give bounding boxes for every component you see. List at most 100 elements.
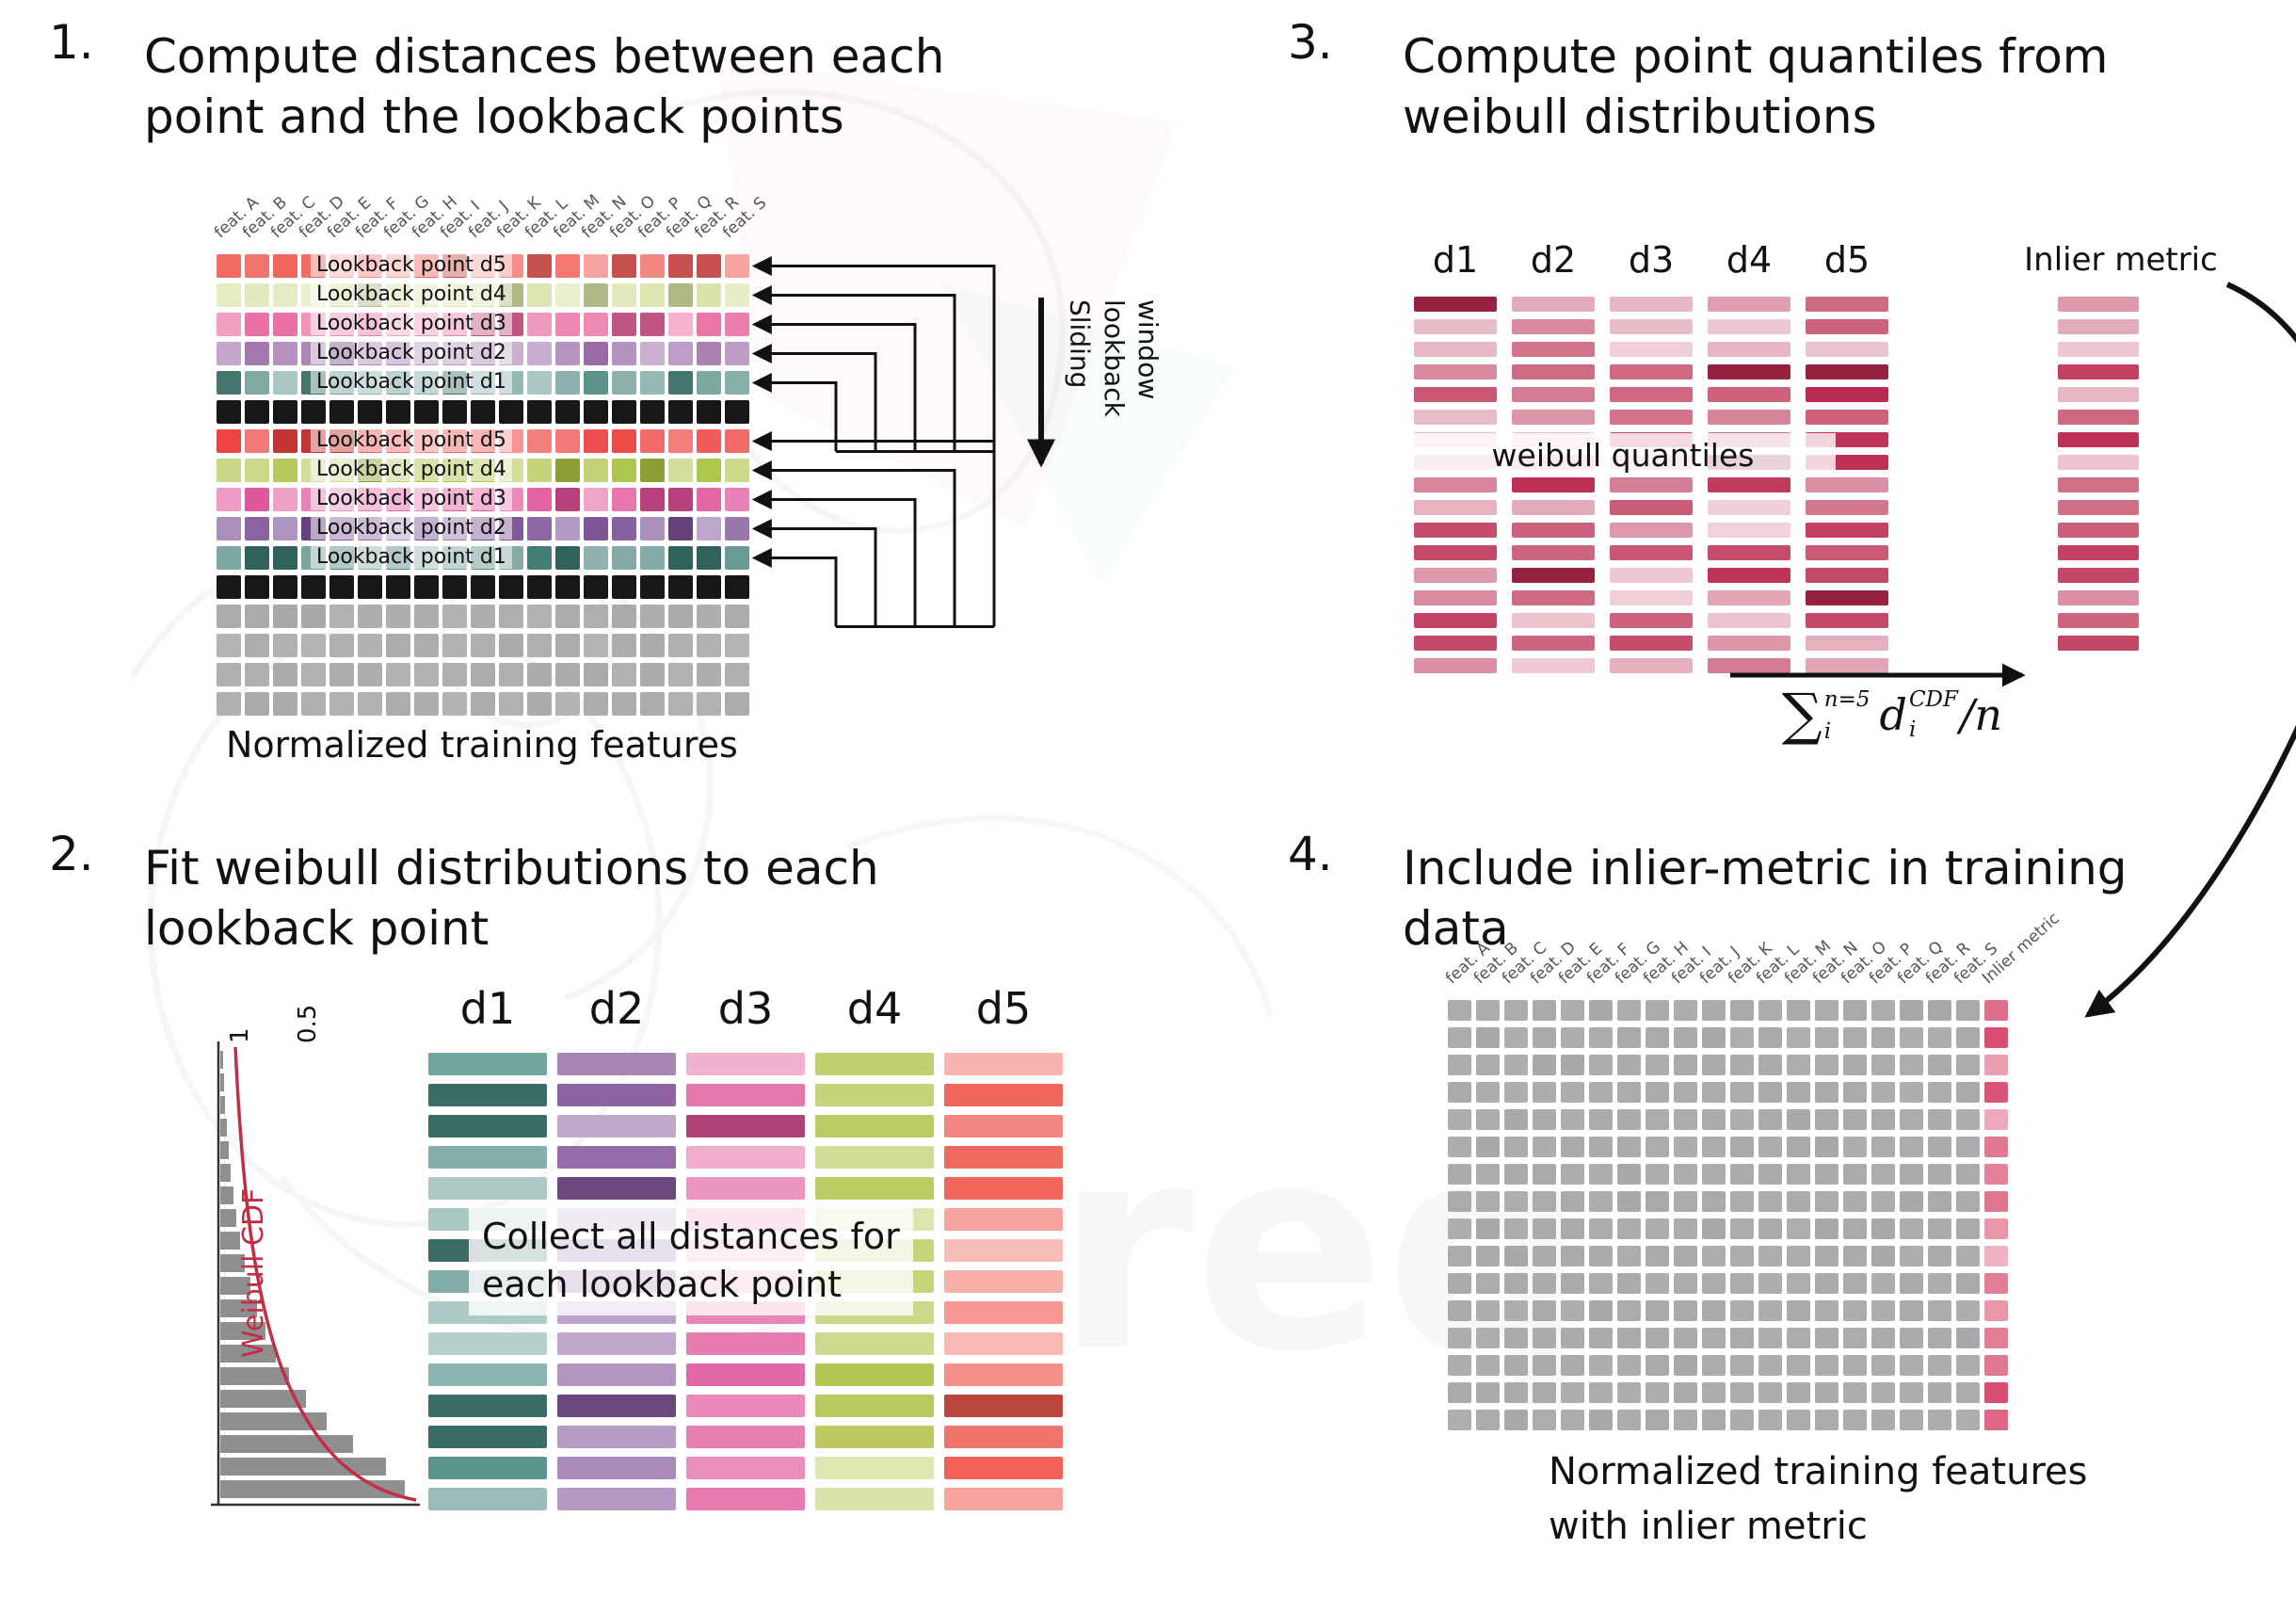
feature-cell xyxy=(245,634,269,657)
training-cell xyxy=(1476,1273,1500,1294)
distance-bar xyxy=(686,1177,805,1200)
training-cell xyxy=(1730,1355,1754,1376)
feature-cell xyxy=(471,605,495,628)
histogram-bar xyxy=(220,1186,233,1204)
training-cell xyxy=(1589,1137,1613,1157)
training-cell xyxy=(1843,1082,1867,1103)
feature-cell xyxy=(245,575,269,599)
histogram-bar xyxy=(220,1299,257,1317)
training-cell xyxy=(1758,1246,1782,1266)
quantile-bar xyxy=(1512,410,1595,425)
feature-cell xyxy=(245,254,269,278)
training-cell xyxy=(1871,1218,1895,1239)
distance-bar xyxy=(944,1332,1063,1355)
inlier-metric-bar xyxy=(2058,364,2139,379)
training-cell xyxy=(1843,1164,1867,1185)
training-with-inlier-caption: Normalized training features with inlier… xyxy=(1549,1450,2088,1548)
feature-cell xyxy=(612,546,636,570)
training-cell xyxy=(1561,1382,1584,1403)
feature-cell xyxy=(245,400,269,424)
inlier-metric-cell xyxy=(1984,1000,2008,1021)
training-cell xyxy=(1702,1273,1726,1294)
feature-cell xyxy=(555,342,580,365)
feature-cell xyxy=(273,313,297,336)
training-cell xyxy=(1758,1191,1782,1212)
feature-cell xyxy=(584,517,608,540)
training-cell xyxy=(1787,1328,1810,1348)
feature-cell xyxy=(584,342,608,365)
sum-upper-limit: n=5 xyxy=(1823,687,1871,712)
feature-cell xyxy=(555,254,580,278)
training-cell xyxy=(1561,1164,1584,1185)
feature-cell xyxy=(725,429,749,453)
feature-cell xyxy=(499,575,523,599)
feature-cell xyxy=(442,575,467,599)
feature-cell xyxy=(386,692,410,716)
training-cell xyxy=(1956,1191,1980,1212)
training-cell xyxy=(1730,1137,1754,1157)
training-cell xyxy=(1730,1218,1754,1239)
feature-cell xyxy=(301,634,326,657)
training-cell xyxy=(1617,1082,1641,1103)
feature-cell xyxy=(527,692,552,716)
feature-cell xyxy=(725,517,749,540)
feature-cell xyxy=(245,459,269,482)
distance-bar xyxy=(944,1115,1063,1137)
feature-cell xyxy=(612,371,636,395)
inlier-metric-cell xyxy=(1984,1300,2008,1321)
feature-cell xyxy=(612,429,636,453)
quantile-bar xyxy=(1806,410,1888,425)
histogram-bar xyxy=(220,1322,265,1340)
feature-cell xyxy=(414,400,439,424)
training-cell xyxy=(1843,1355,1867,1376)
training-cell xyxy=(1900,1300,1923,1321)
feature-cell xyxy=(527,254,552,278)
feature-cell xyxy=(668,517,693,540)
feature-cell xyxy=(414,605,439,628)
lookback-row-label: Lookback point d1 xyxy=(311,371,512,394)
training-cell xyxy=(1871,1137,1895,1157)
watermark-petal-pink xyxy=(715,56,1177,527)
quantile-column-header: d4 xyxy=(1726,239,1773,281)
cdf-superscript: CDF xyxy=(1908,687,1958,712)
feature-cell xyxy=(217,663,241,686)
training-cell xyxy=(1815,1082,1838,1103)
training-cell xyxy=(1448,1246,1471,1266)
sum-index: i xyxy=(1823,719,1832,744)
training-cell xyxy=(1504,1027,1528,1048)
training-cell xyxy=(1561,1027,1584,1048)
training-cell xyxy=(1476,1355,1500,1376)
feature-cell xyxy=(499,692,523,716)
feature-cell xyxy=(217,429,241,453)
feature-cell xyxy=(217,517,241,540)
distance-bar xyxy=(557,1332,676,1355)
quantile-bar xyxy=(1512,364,1595,379)
training-cell xyxy=(1674,1109,1697,1130)
training-cell xyxy=(1617,1218,1641,1239)
training-cell xyxy=(1674,1191,1697,1212)
distance-bar xyxy=(686,1332,805,1355)
training-cell xyxy=(1674,1300,1697,1321)
quantile-column-header: d2 xyxy=(1530,239,1577,281)
distance-column-header: d3 xyxy=(717,983,774,1034)
feature-cell xyxy=(471,575,495,599)
quantile-bar xyxy=(1806,590,1888,605)
training-cell xyxy=(1956,1055,1980,1075)
training-cell xyxy=(1561,1000,1584,1021)
feature-cell xyxy=(697,400,721,424)
feature-cell xyxy=(471,663,495,686)
quantile-bar xyxy=(1414,342,1497,357)
feature-cell xyxy=(273,254,297,278)
training-cell xyxy=(1589,1355,1613,1376)
training-cell xyxy=(1758,1355,1782,1376)
training-cell xyxy=(1900,1328,1923,1348)
feature-cell xyxy=(640,313,665,336)
histogram-bar xyxy=(220,1141,229,1159)
training-cell xyxy=(1871,1328,1895,1348)
inlier-metric-label: Inlier metric xyxy=(2024,241,2218,279)
feature-cell xyxy=(584,400,608,424)
training-cell xyxy=(1646,1000,1669,1021)
training-cell xyxy=(1843,1109,1867,1130)
training-cell xyxy=(1476,1000,1500,1021)
feature-cell xyxy=(697,429,721,453)
